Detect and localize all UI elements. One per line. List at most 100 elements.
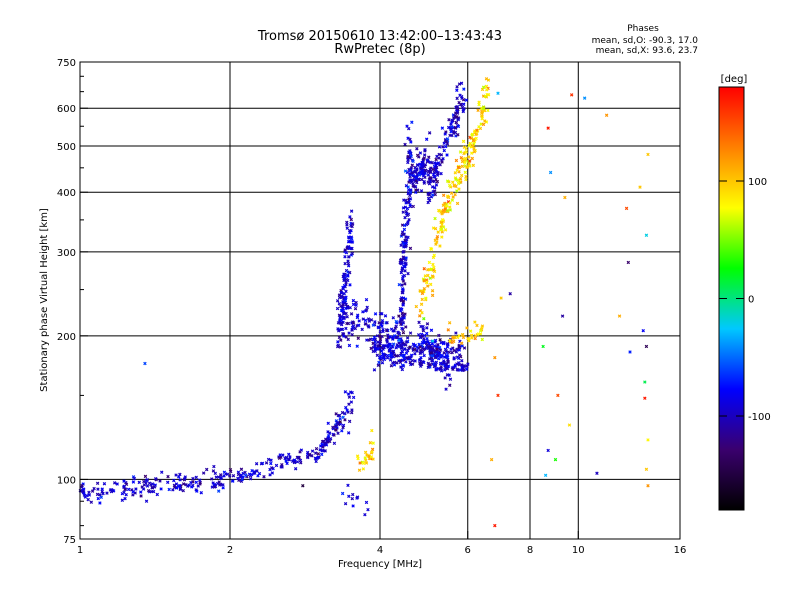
echo-point: [480, 117, 484, 121]
echo-point: [231, 479, 235, 483]
echo-point: [430, 354, 435, 358]
grid: [80, 62, 680, 539]
echo-point: [435, 235, 440, 239]
echo-point: [371, 337, 376, 342]
echo-point: [150, 482, 155, 486]
echo-point: [377, 321, 381, 325]
echo-point: [369, 455, 374, 459]
echo-point: [427, 131, 432, 135]
echo-point: [434, 183, 439, 187]
echo-point: [460, 159, 465, 164]
echo-point: [350, 240, 355, 244]
echo-point: [336, 329, 341, 333]
echo-point: [409, 140, 413, 144]
echo-point: [460, 164, 465, 169]
echo-point: [467, 155, 471, 159]
echo-point: [354, 303, 358, 307]
echo-point: [122, 490, 126, 495]
echo-point: [381, 352, 385, 357]
echo-point: [408, 137, 412, 142]
echo-point: [376, 347, 380, 351]
echo-point: [441, 218, 445, 222]
echo-point: [401, 291, 405, 295]
echo-point: [150, 489, 154, 494]
echo-point: [408, 190, 413, 195]
chart-title: Tromsø 20150610 13:42:00–13:43:43: [257, 29, 502, 44]
echo-point: [400, 283, 404, 287]
echo-point: [430, 274, 435, 278]
echo-point: [181, 482, 186, 486]
echo-point: [458, 177, 463, 181]
echo-point: [396, 354, 400, 358]
echo-point: [493, 355, 497, 360]
echo-point: [355, 496, 359, 500]
echo-point: [87, 490, 91, 495]
echo-point: [96, 487, 100, 491]
echo-point: [316, 452, 321, 456]
echo-point: [361, 467, 366, 471]
echo-point: [646, 483, 650, 488]
echo-point: [453, 114, 457, 118]
echo-point: [480, 111, 484, 115]
echo-point: [343, 261, 347, 266]
echo-point: [604, 113, 609, 117]
echo-point: [397, 332, 402, 336]
echo-point: [411, 159, 415, 164]
echo-point: [143, 361, 147, 366]
colorbar-ticks: 100 0 -100: [719, 177, 771, 423]
echo-point: [443, 366, 448, 370]
echo-point: [418, 345, 422, 349]
phases-info-x: mean, sd,X: 93.6, 23.7: [596, 46, 698, 56]
echo-point: [350, 222, 355, 226]
echo-point: [480, 337, 485, 342]
echo-point: [459, 341, 464, 346]
echo-point: [483, 94, 487, 99]
echo-point: [351, 395, 356, 400]
echo-point: [400, 230, 405, 234]
echo-point: [430, 347, 434, 352]
echo-point: [467, 159, 472, 163]
echo-point: [486, 108, 490, 113]
echo-point: [347, 331, 351, 335]
echo-point: [455, 85, 459, 89]
echo-point: [419, 189, 424, 193]
echo-point: [553, 457, 558, 462]
echo-point: [350, 224, 354, 229]
echo-point: [456, 133, 460, 137]
echo-point: [431, 167, 435, 172]
echo-point: [90, 489, 95, 493]
echo-point: [328, 437, 333, 441]
echo-point: [419, 302, 424, 307]
echo-point: [347, 343, 352, 348]
echo-point: [473, 129, 477, 133]
echo-point: [348, 230, 352, 235]
echo-point: [214, 475, 219, 479]
echo-point: [435, 165, 439, 170]
echo-point: [403, 215, 407, 220]
echo-point: [408, 197, 413, 201]
echo-point: [437, 351, 442, 356]
echo-point: [259, 462, 264, 466]
echo-point: [408, 151, 412, 155]
echo-point: [455, 168, 459, 173]
echo-point: [364, 458, 368, 462]
echo-point: [465, 364, 469, 369]
echo-point: [342, 291, 346, 296]
echo-point: [451, 336, 455, 340]
echo-point: [449, 122, 453, 126]
echo-point: [464, 174, 468, 179]
echo-point: [367, 319, 372, 323]
echo-point: [341, 425, 345, 430]
echo-point: [460, 365, 464, 369]
echo-point: [314, 446, 319, 451]
echo-point: [212, 482, 216, 487]
echo-point: [421, 339, 426, 343]
echo-point: [345, 408, 349, 412]
echo-point: [146, 488, 151, 493]
echo-point: [464, 146, 469, 151]
echo-point: [321, 445, 325, 449]
echo-point: [456, 117, 460, 122]
echo-point: [342, 283, 347, 288]
echo-point: [448, 377, 453, 381]
echo-point: [454, 184, 458, 189]
